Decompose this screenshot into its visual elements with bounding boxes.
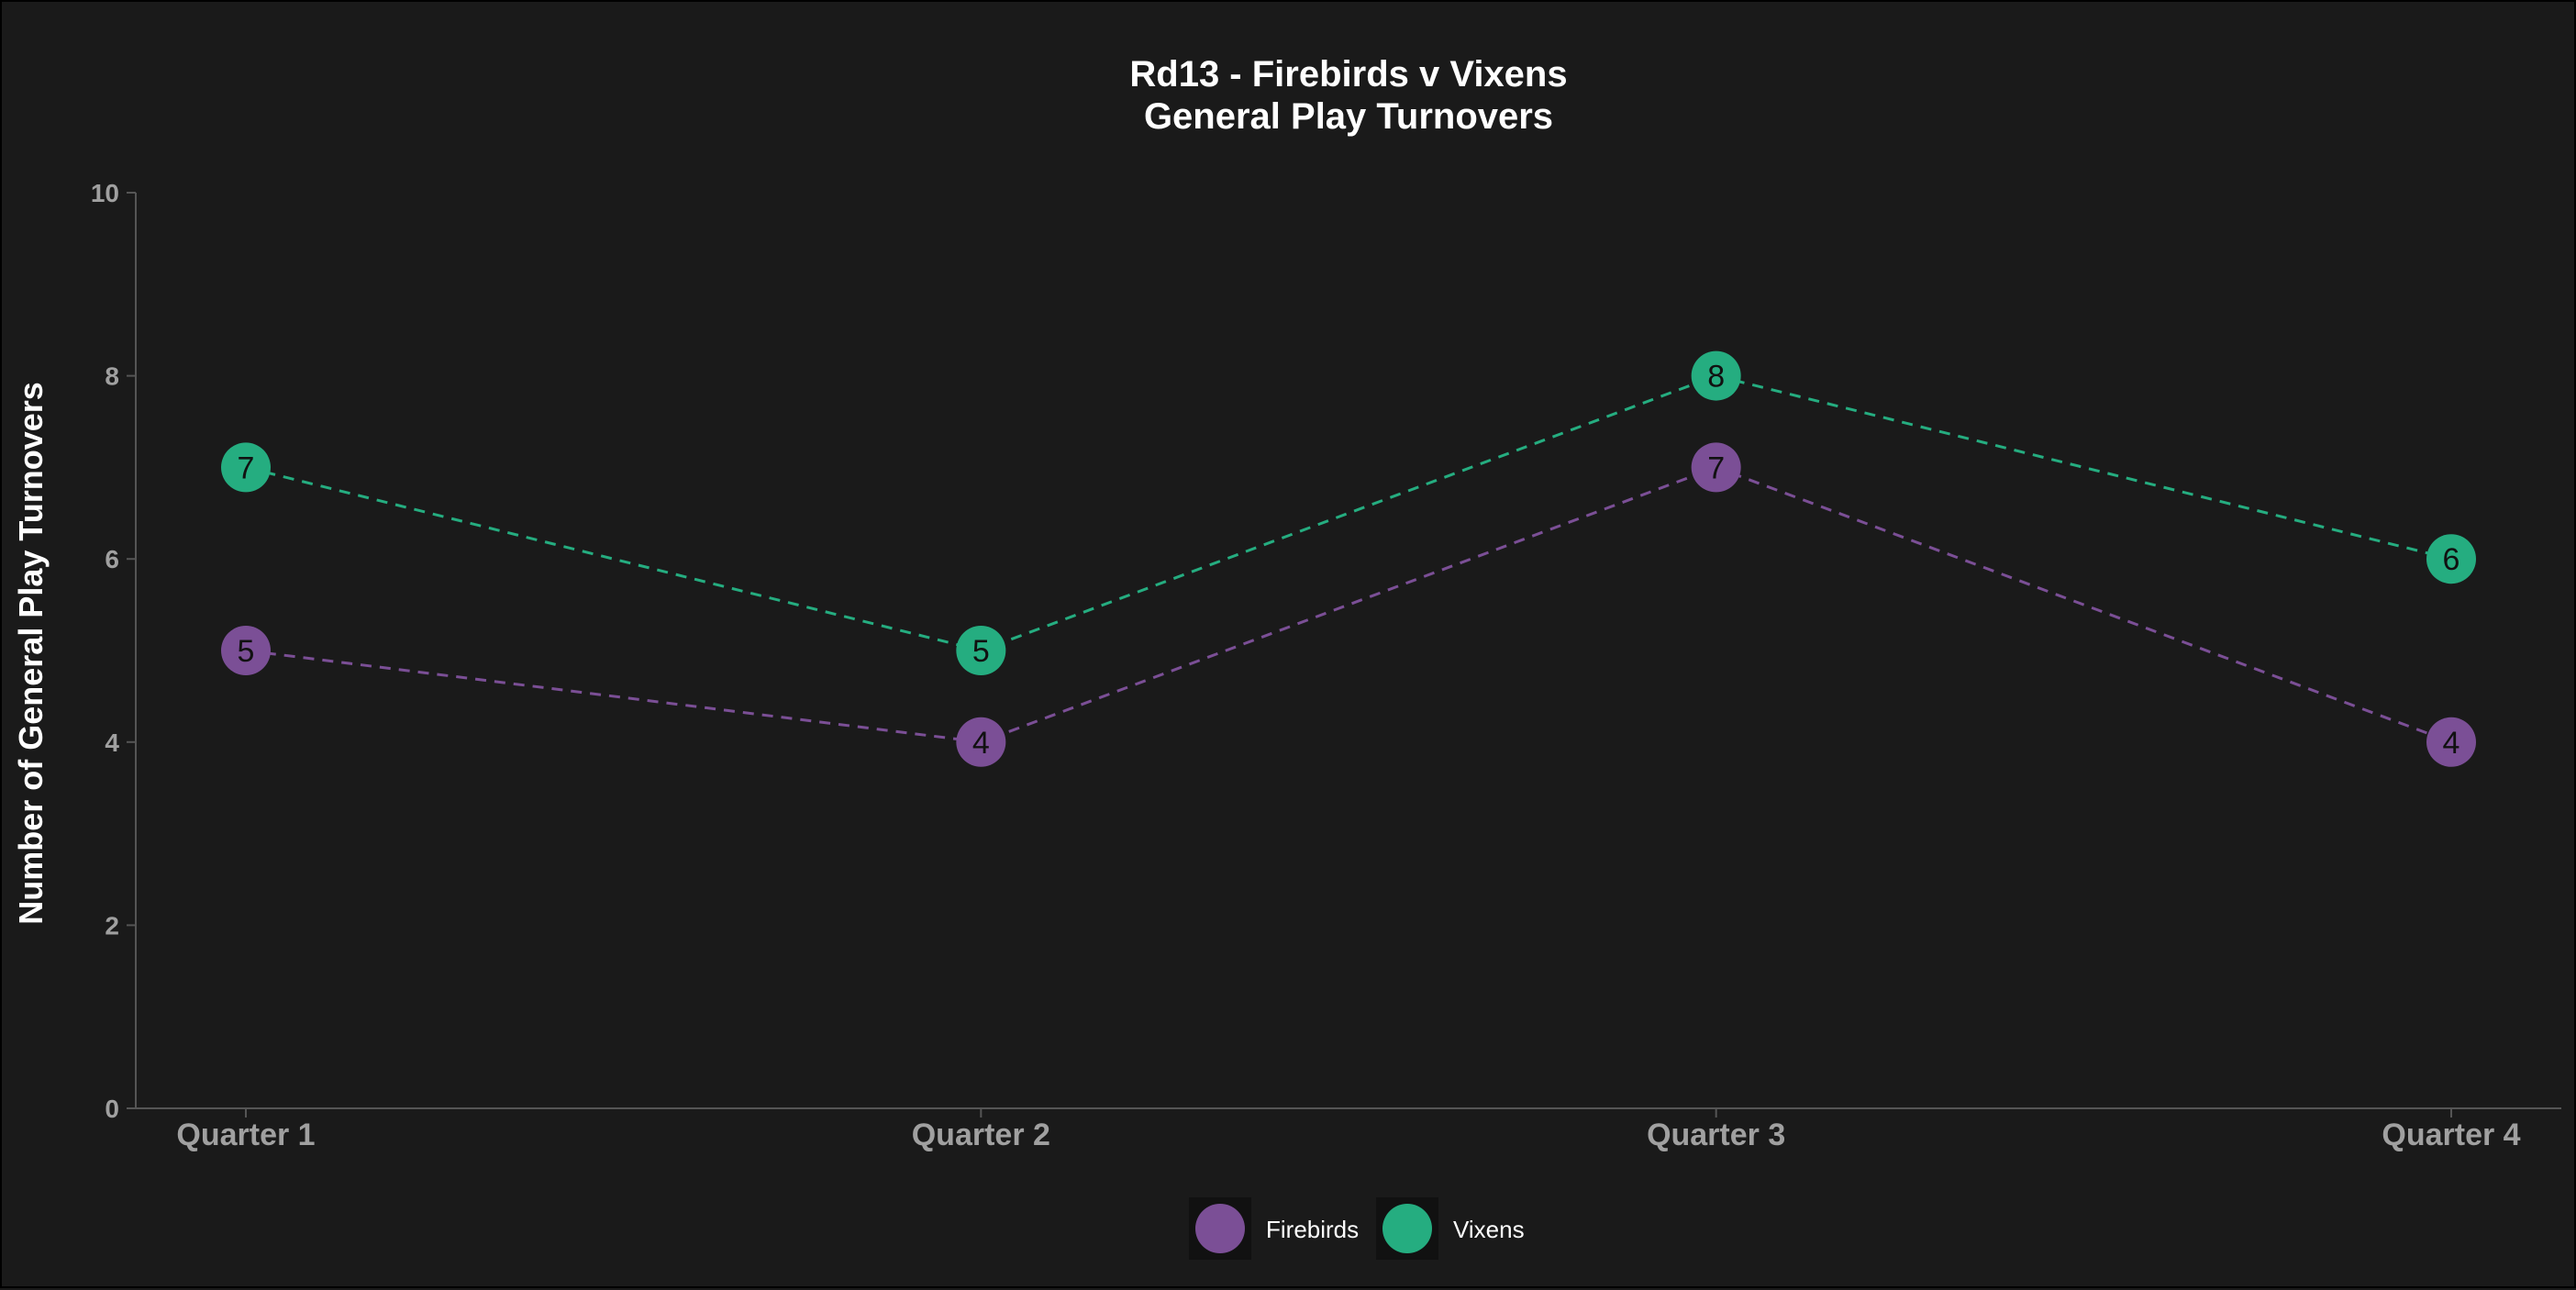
legend-label: Firebirds [1266, 1216, 1359, 1243]
data-point-vixens: 7 [221, 442, 271, 493]
point-marker [221, 442, 271, 493]
series-line-firebirds [245, 465, 2452, 744]
x-tick-label: Quarter 2 [912, 1118, 1050, 1152]
point-value-label: 5 [972, 634, 990, 669]
legend-item-vixens: Vixens [1376, 1197, 1525, 1260]
x-tick-label: Quarter 3 [1647, 1118, 1785, 1152]
point-value-label: 8 [1707, 360, 1725, 395]
point-value-label: 4 [2443, 726, 2460, 761]
y-tick-label: 2 [105, 911, 119, 940]
point-marker [956, 626, 1006, 675]
data-point-vixens: 5 [956, 626, 1006, 675]
data-point-firebirds: 7 [1691, 442, 1741, 493]
legend-label: Vixens [1453, 1216, 1525, 1243]
point-value-label: 7 [1707, 450, 1725, 485]
data-point-firebirds: 5 [221, 626, 271, 675]
x-tick-label: Quarter 4 [2382, 1118, 2520, 1152]
data-point-firebirds: 4 [956, 717, 1006, 767]
legend-key-marker [1195, 1204, 1245, 1253]
data-point-vixens: 8 [1691, 350, 1741, 401]
series-points: 5 4 7 4 7 5 8 6 [221, 350, 2476, 767]
point-marker [221, 626, 271, 675]
chart-title-line1: Rd13 - Firebirds v Vixens [1129, 54, 1567, 95]
legend: Firebirds Vixens [1189, 1197, 1525, 1260]
series-line-vixens [245, 374, 2452, 652]
point-value-label: 7 [238, 450, 255, 485]
y-tick-label: 4 [105, 728, 119, 757]
point-marker [1691, 350, 1741, 401]
y-tick-label: 0 [105, 1095, 119, 1123]
chart-title-line2: General Play Turnovers [1144, 96, 1553, 137]
data-point-vixens: 6 [2426, 534, 2476, 584]
series-lines [245, 374, 2452, 744]
point-marker [1691, 442, 1741, 493]
point-marker [956, 717, 1006, 767]
x-tick-label: Quarter 1 [176, 1118, 315, 1152]
legend-key-marker [1382, 1204, 1432, 1253]
legend-item-firebirds: Firebirds [1189, 1197, 1359, 1260]
point-value-label: 4 [972, 726, 990, 761]
data-point-firebirds: 4 [2426, 717, 2476, 767]
y-tick-label: 8 [105, 362, 119, 391]
point-value-label: 5 [238, 634, 255, 669]
x-ticks: Quarter 1 Quarter 2 Quarter 3 Quarter 4 [176, 1108, 2521, 1152]
y-axis-label: Number of General Play Turnovers [12, 382, 50, 925]
y-tick-label: 10 [91, 179, 119, 207]
y-tick-label: 6 [105, 545, 119, 573]
point-value-label: 6 [2443, 542, 2460, 577]
y-ticks: 0 2 4 6 8 10 [91, 179, 136, 1123]
point-marker [2426, 534, 2476, 584]
point-marker [2426, 717, 2476, 767]
